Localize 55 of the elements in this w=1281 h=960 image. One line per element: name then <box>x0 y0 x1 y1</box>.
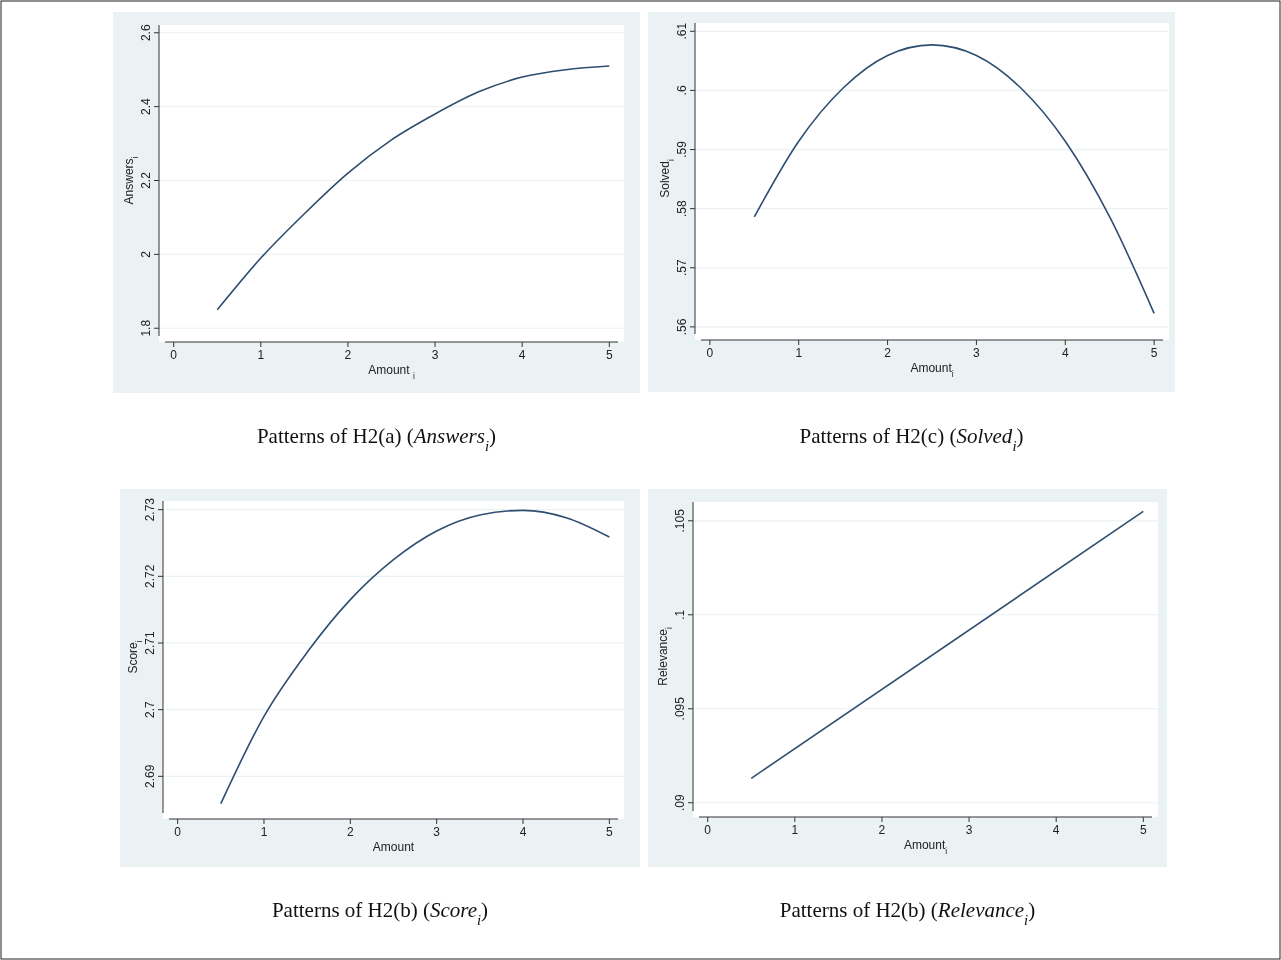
text: Patterns of H2(b) (Relevance$_{i}$) <box>779 898 1036 928</box>
text: Patterns of H2(c) (Solved$_{i}$) <box>799 424 1024 454</box>
text: Patterns of H2(b) (Score$_{i}$) <box>271 898 489 928</box>
y-tick-label: 2.72 <box>143 564 157 589</box>
y-tick-label: .105 <box>673 508 687 533</box>
x-tick-label: 0 <box>706 346 714 360</box>
y-tick-label: 2.2 <box>139 171 153 189</box>
y-tick-label: 1.8 <box>139 319 153 337</box>
y-tick-label: 2 <box>139 250 153 258</box>
y-tick-label: .58 <box>675 199 689 217</box>
x-tick-label: 5 <box>606 825 614 839</box>
y-tick-label: 2.69 <box>143 764 157 789</box>
x-tick-label: 5 <box>605 348 613 362</box>
x-tick-label: 2 <box>878 823 886 837</box>
x-tick-label: 4 <box>519 825 527 839</box>
x-tick-label: 1 <box>791 823 799 837</box>
x-axis-title: Amount$_{i}$ <box>903 838 948 856</box>
y-tick-label: .095 <box>673 696 687 721</box>
x-tick-label: 3 <box>431 348 439 362</box>
y-tick-label: .6 <box>675 85 689 96</box>
y-tick-label: .09 <box>673 794 687 812</box>
x-tick-label: 0 <box>174 825 182 839</box>
line-series <box>216 65 611 311</box>
x-tick-label: 2 <box>884 346 892 360</box>
y-tick-label: 2.73 <box>143 497 157 522</box>
y-tick-label: .59 <box>675 140 689 158</box>
x-tick-label: 0 <box>170 348 178 362</box>
x-tick-label: 4 <box>1061 346 1069 360</box>
x-tick-label: 3 <box>965 823 973 837</box>
y-tick-label: 2.4 <box>139 97 153 115</box>
x-axis-title: Amount$_{i}$ <box>910 361 954 379</box>
x-tick-label: 1 <box>795 346 803 360</box>
x-tick-label: 2 <box>346 825 354 839</box>
x-axis-title: Amount <box>372 840 415 854</box>
x-tick-label: 4 <box>518 348 526 362</box>
x-tick-label: 1 <box>257 348 265 362</box>
x-tick-label: 0 <box>704 823 712 837</box>
y-tick-label: 2.71 <box>143 631 157 655</box>
x-axis-title: Amount $_{i}$ <box>368 363 415 381</box>
y-tick-label: .1 <box>673 609 687 620</box>
line-series <box>220 509 611 805</box>
line-series <box>753 44 1155 315</box>
y-tick-label: .61 <box>675 22 689 40</box>
x-tick-label: 1 <box>260 825 268 839</box>
x-tick-label: 5 <box>1150 346 1158 360</box>
y-tick-label: .57 <box>675 259 689 277</box>
y-tick-label: .56 <box>675 318 689 336</box>
x-tick-label: 3 <box>433 825 441 839</box>
x-tick-label: 5 <box>1139 823 1147 837</box>
x-tick-label: 3 <box>973 346 981 360</box>
y-tick-label: 2.7 <box>143 701 157 719</box>
y-tick-label: 2.6 <box>139 24 153 42</box>
x-tick-label: 4 <box>1052 823 1060 837</box>
x-tick-label: 2 <box>344 348 352 362</box>
text: Patterns of H2(a) (Answers$_{i}$) <box>256 424 497 454</box>
